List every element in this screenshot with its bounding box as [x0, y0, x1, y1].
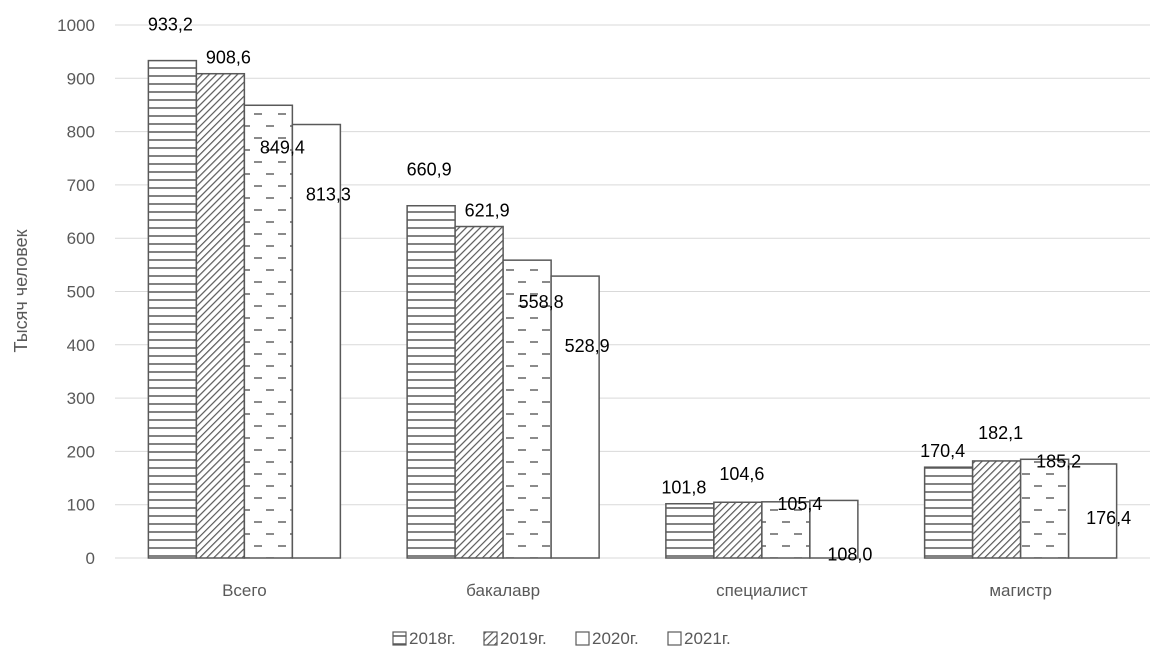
- y-axis-title: Тысяч человек: [11, 229, 31, 352]
- data-label: 849,4: [260, 137, 305, 157]
- bar-2021г-2: [809, 499, 859, 559]
- x-category-label: бакалавр: [466, 581, 540, 600]
- y-tick-label: 300: [67, 389, 95, 408]
- y-tick-label: 600: [67, 229, 95, 248]
- bar-2018г-1: [406, 204, 456, 559]
- bars: [147, 59, 1118, 559]
- legend-label: 2020г.: [592, 629, 639, 648]
- y-tick-label: 400: [67, 336, 95, 355]
- bar-2018г-2: [665, 502, 715, 559]
- data-label: 908,6: [206, 48, 251, 68]
- data-label: 185,2: [1036, 451, 1081, 471]
- legend-label: 2021г.: [684, 629, 731, 648]
- x-axis-categories: Всего бакалавр специалист магистр: [222, 581, 1052, 600]
- data-label: 528,9: [565, 336, 610, 356]
- data-label: 108,0: [827, 544, 872, 564]
- x-category-label: специалист: [716, 581, 808, 600]
- data-labels: 933,2 908,6 849,4 813,3 660,9 621,9 558,8 528,9…: [148, 15, 1131, 565]
- y-tick-label: 100: [67, 496, 95, 515]
- bar-2018г-0: [147, 59, 198, 559]
- bar-2020г-3: [1019, 458, 1070, 559]
- x-category-label: магистр: [989, 581, 1052, 600]
- legend-label: 2018г.: [409, 629, 456, 648]
- data-label: 176,4: [1086, 508, 1131, 528]
- data-label: 182,1: [978, 423, 1023, 443]
- bar-2021г-3: [1067, 463, 1118, 559]
- data-label: 660,9: [407, 160, 452, 180]
- legend-item: 2020г.: [575, 629, 639, 648]
- y-tick-label: 200: [67, 442, 95, 461]
- y-tick-label: 700: [67, 176, 95, 195]
- data-label: 933,2: [148, 15, 193, 35]
- x-category-label: Всего: [222, 581, 267, 600]
- y-tick-label: 1000: [57, 16, 95, 35]
- bar-2019г-2: [713, 501, 763, 559]
- bar-2019г-0: [195, 72, 246, 559]
- legend-item: 2018г.: [392, 629, 456, 648]
- y-tick-label: 0: [86, 549, 95, 568]
- bar-2019г-1: [454, 225, 504, 559]
- legend-label: 2019г.: [500, 629, 547, 648]
- bar-2020г-1: [502, 259, 552, 559]
- y-tick-label: 500: [67, 283, 95, 302]
- bar-2020г-0: [243, 104, 294, 559]
- bar-2019г-3: [971, 460, 1022, 559]
- legend-swatch: [575, 631, 590, 646]
- legend-swatch: [667, 631, 682, 646]
- legend-swatch: [483, 631, 498, 646]
- y-tick-label: 800: [67, 123, 95, 142]
- legend-item: 2019г.: [483, 629, 547, 648]
- data-label: 813,3: [306, 185, 351, 205]
- data-label: 105,4: [777, 494, 822, 514]
- data-label: 558,8: [519, 292, 564, 312]
- bar-2021г-1: [550, 275, 600, 559]
- data-label: 621,9: [465, 201, 510, 221]
- bar-2018г-3: [923, 466, 974, 559]
- legend-item: 2021г.: [667, 629, 731, 648]
- y-axis-ticks: 0 100 200 300 400 500 600 700 800 900 1000: [57, 16, 95, 568]
- legend-swatch: [392, 631, 407, 646]
- data-label: 104,6: [719, 464, 764, 484]
- y-tick-label: 900: [67, 69, 95, 88]
- data-label: 101,8: [661, 478, 706, 498]
- legend: 2018г. 2019г. 2020г. 2021г.: [392, 629, 731, 648]
- data-label: 170,4: [920, 441, 965, 461]
- bar-2021г-0: [291, 123, 342, 559]
